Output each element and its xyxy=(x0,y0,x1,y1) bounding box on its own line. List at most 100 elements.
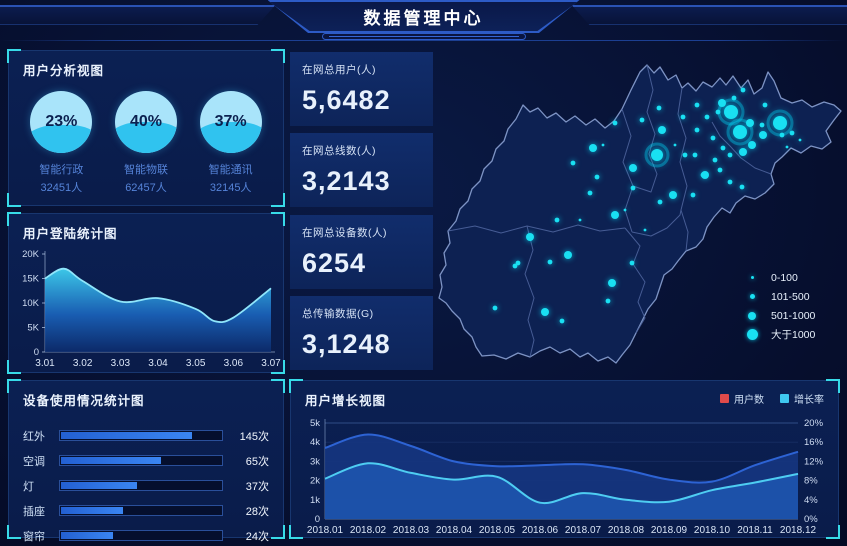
stat-card-label: 总传输数据(G) xyxy=(302,308,374,320)
map-legend-dot xyxy=(741,294,763,299)
growth-legend-swatch xyxy=(720,394,729,403)
gauge-circle: 37% xyxy=(199,91,262,153)
svg-text:2018.01: 2018.01 xyxy=(307,525,344,536)
map-legend-label: 大于1000 xyxy=(771,329,816,341)
device-value: 37次 xyxy=(245,480,269,493)
svg-text:20K: 20K xyxy=(22,249,40,260)
map-legend-item[interactable]: 101-500 xyxy=(741,287,815,306)
header-wing-left xyxy=(0,5,276,25)
gauge: 23% 智能行政 32451人 xyxy=(21,91,101,195)
device-bar-fill xyxy=(61,432,193,439)
header-banner: 数据管理中心 xyxy=(267,0,580,33)
device-label: 窗帘 xyxy=(23,530,45,543)
device-bar-row: 灯 37次 xyxy=(23,473,269,498)
device-bar-row: 红外 145次 xyxy=(23,423,269,448)
device-value: 145次 xyxy=(239,430,269,443)
header-ornament xyxy=(321,33,526,40)
stat-card: 在网总用户(人) 5,6482 xyxy=(290,52,433,126)
svg-text:3.02: 3.02 xyxy=(73,358,93,369)
map-legend-dot-glyph xyxy=(749,294,755,299)
map-legend-item[interactable]: 501-1000 xyxy=(741,306,815,325)
svg-text:2018.10: 2018.10 xyxy=(694,525,731,536)
svg-text:3.01: 3.01 xyxy=(35,358,55,369)
svg-text:2k: 2k xyxy=(310,476,320,487)
stat-card-value: 3,1248 xyxy=(302,329,391,359)
stat-card: 在网总设备数(人) 6254 xyxy=(290,215,433,289)
svg-text:3.04: 3.04 xyxy=(148,358,168,369)
svg-text:0: 0 xyxy=(315,514,320,525)
growth-legend-item[interactable]: 增长率 xyxy=(780,391,824,406)
gauge: 37% 智能通讯 32145人 xyxy=(191,91,271,195)
stat-card-label: 在网总用户(人) xyxy=(302,64,376,76)
stat-card-value: 3,2143 xyxy=(302,166,391,196)
map-legend-dot-glyph xyxy=(750,276,754,279)
svg-text:2018.04: 2018.04 xyxy=(436,525,473,536)
gauge-percent-value: 37% xyxy=(214,113,247,130)
device-label: 灯 xyxy=(23,480,34,493)
login-area-chart: 0 5K 10K 15K 20K 3.01 3.02 3.03 3.04 3.05 3.06 3.07 xyxy=(22,249,281,369)
stat-card-label: 在网总设备数(人) xyxy=(302,227,387,239)
header-banner-inner: 数据管理中心 xyxy=(269,2,578,31)
growth-area-chart: 0 0% 1k 4% 2k 8% 3k 12% 4k 16% 5k 20% 2018.01 2018.02… xyxy=(307,418,824,536)
gauge-circle: 23% xyxy=(30,91,93,153)
device-value: 65次 xyxy=(245,455,269,468)
gauge-count: 32451人 xyxy=(40,182,83,194)
device-bar-track xyxy=(59,505,223,516)
stat-card-value: 6254 xyxy=(302,248,367,278)
svg-text:4k: 4k xyxy=(310,437,320,448)
device-value: 28次 xyxy=(245,505,269,518)
map-legend: 0-100 101-500 501-1000 大于1000 xyxy=(741,268,815,344)
svg-text:1k: 1k xyxy=(310,495,320,506)
device-bar-track xyxy=(59,430,223,441)
map-data-dots xyxy=(492,87,802,324)
map-legend-dot xyxy=(741,311,763,320)
svg-text:20%: 20% xyxy=(804,418,824,429)
gauge-liquid-wave xyxy=(30,124,93,153)
device-bar-list: 红外 145次 空调 65次灯 37次插座 28次 窗帘 24次 xyxy=(9,409,283,546)
device-bar-fill xyxy=(61,532,113,539)
device-bar-row: 空调 65次 xyxy=(23,448,269,473)
svg-text:2018.07: 2018.07 xyxy=(565,525,602,536)
gauge: 40% 智能物联 62457人 xyxy=(106,91,186,195)
device-bar-row: 插座 28次 xyxy=(23,498,269,523)
svg-text:2018.09: 2018.09 xyxy=(651,525,688,536)
panel-user-growth-title: 用户增长视图 xyxy=(305,394,387,408)
growth-legend-item[interactable]: 用户数 xyxy=(720,391,764,406)
gauge-group: 23% 智能行政 32451人 40% 智能物联 62457人 37% 智能通讯 32145人 xyxy=(9,79,283,195)
svg-text:2018.03: 2018.03 xyxy=(393,525,430,536)
map-legend-label: 501-1000 xyxy=(771,309,816,322)
gauge-count: 32145人 xyxy=(209,182,252,194)
header: 数据管理中心 xyxy=(0,0,847,42)
gauge-liquid-wave xyxy=(199,122,262,153)
gauge-label: 智能物联 xyxy=(123,164,168,176)
svg-text:8%: 8% xyxy=(804,476,818,487)
map-legend-item[interactable]: 大于1000 xyxy=(741,325,815,344)
stat-card: 在网总线数(人) 3,2143 xyxy=(290,133,433,207)
district-borders xyxy=(447,64,772,358)
growth-legend-label: 增长率 xyxy=(794,395,824,406)
region-map: 0-100 101-500 501-1000 大于1000 xyxy=(435,50,845,375)
svg-text:3k: 3k xyxy=(310,456,320,467)
gauge-circle: 40% xyxy=(114,91,177,153)
map-legend-dot xyxy=(741,276,763,279)
panel-user-analysis-title: 用户分析视图 xyxy=(23,64,105,78)
svg-text:12%: 12% xyxy=(804,456,824,467)
panel-user-analysis: 用户分析视图 23% 智能行政 32451人 40% 智能物联 62457人 37% 智能通讯… xyxy=(7,49,285,207)
growth-legend-label: 用户数 xyxy=(734,395,764,406)
stat-card: 总传输数据(G) 3,1248 xyxy=(290,296,433,370)
svg-text:16%: 16% xyxy=(804,437,824,448)
gauge-count: 62457人 xyxy=(125,182,167,194)
svg-text:0%: 0% xyxy=(804,514,818,525)
gauge-percent-value: 40% xyxy=(129,113,162,130)
header-baseline xyxy=(0,40,847,41)
stat-card-value: 5,6482 xyxy=(302,85,391,115)
gauge-label: 智能通讯 xyxy=(208,164,253,176)
device-bar-row: 窗帘 24次 xyxy=(23,523,269,546)
svg-text:4%: 4% xyxy=(804,495,818,506)
panel-login-stats: 用户登陆统计图 0 5K 10K 15K 20K 3.01 3.02 3.03 3.04 3.05… xyxy=(7,212,285,374)
svg-text:2018.02: 2018.02 xyxy=(350,525,387,536)
header-wing-right xyxy=(571,5,847,25)
map-legend-item[interactable]: 0-100 xyxy=(741,268,815,287)
svg-text:2018.06: 2018.06 xyxy=(522,525,559,536)
